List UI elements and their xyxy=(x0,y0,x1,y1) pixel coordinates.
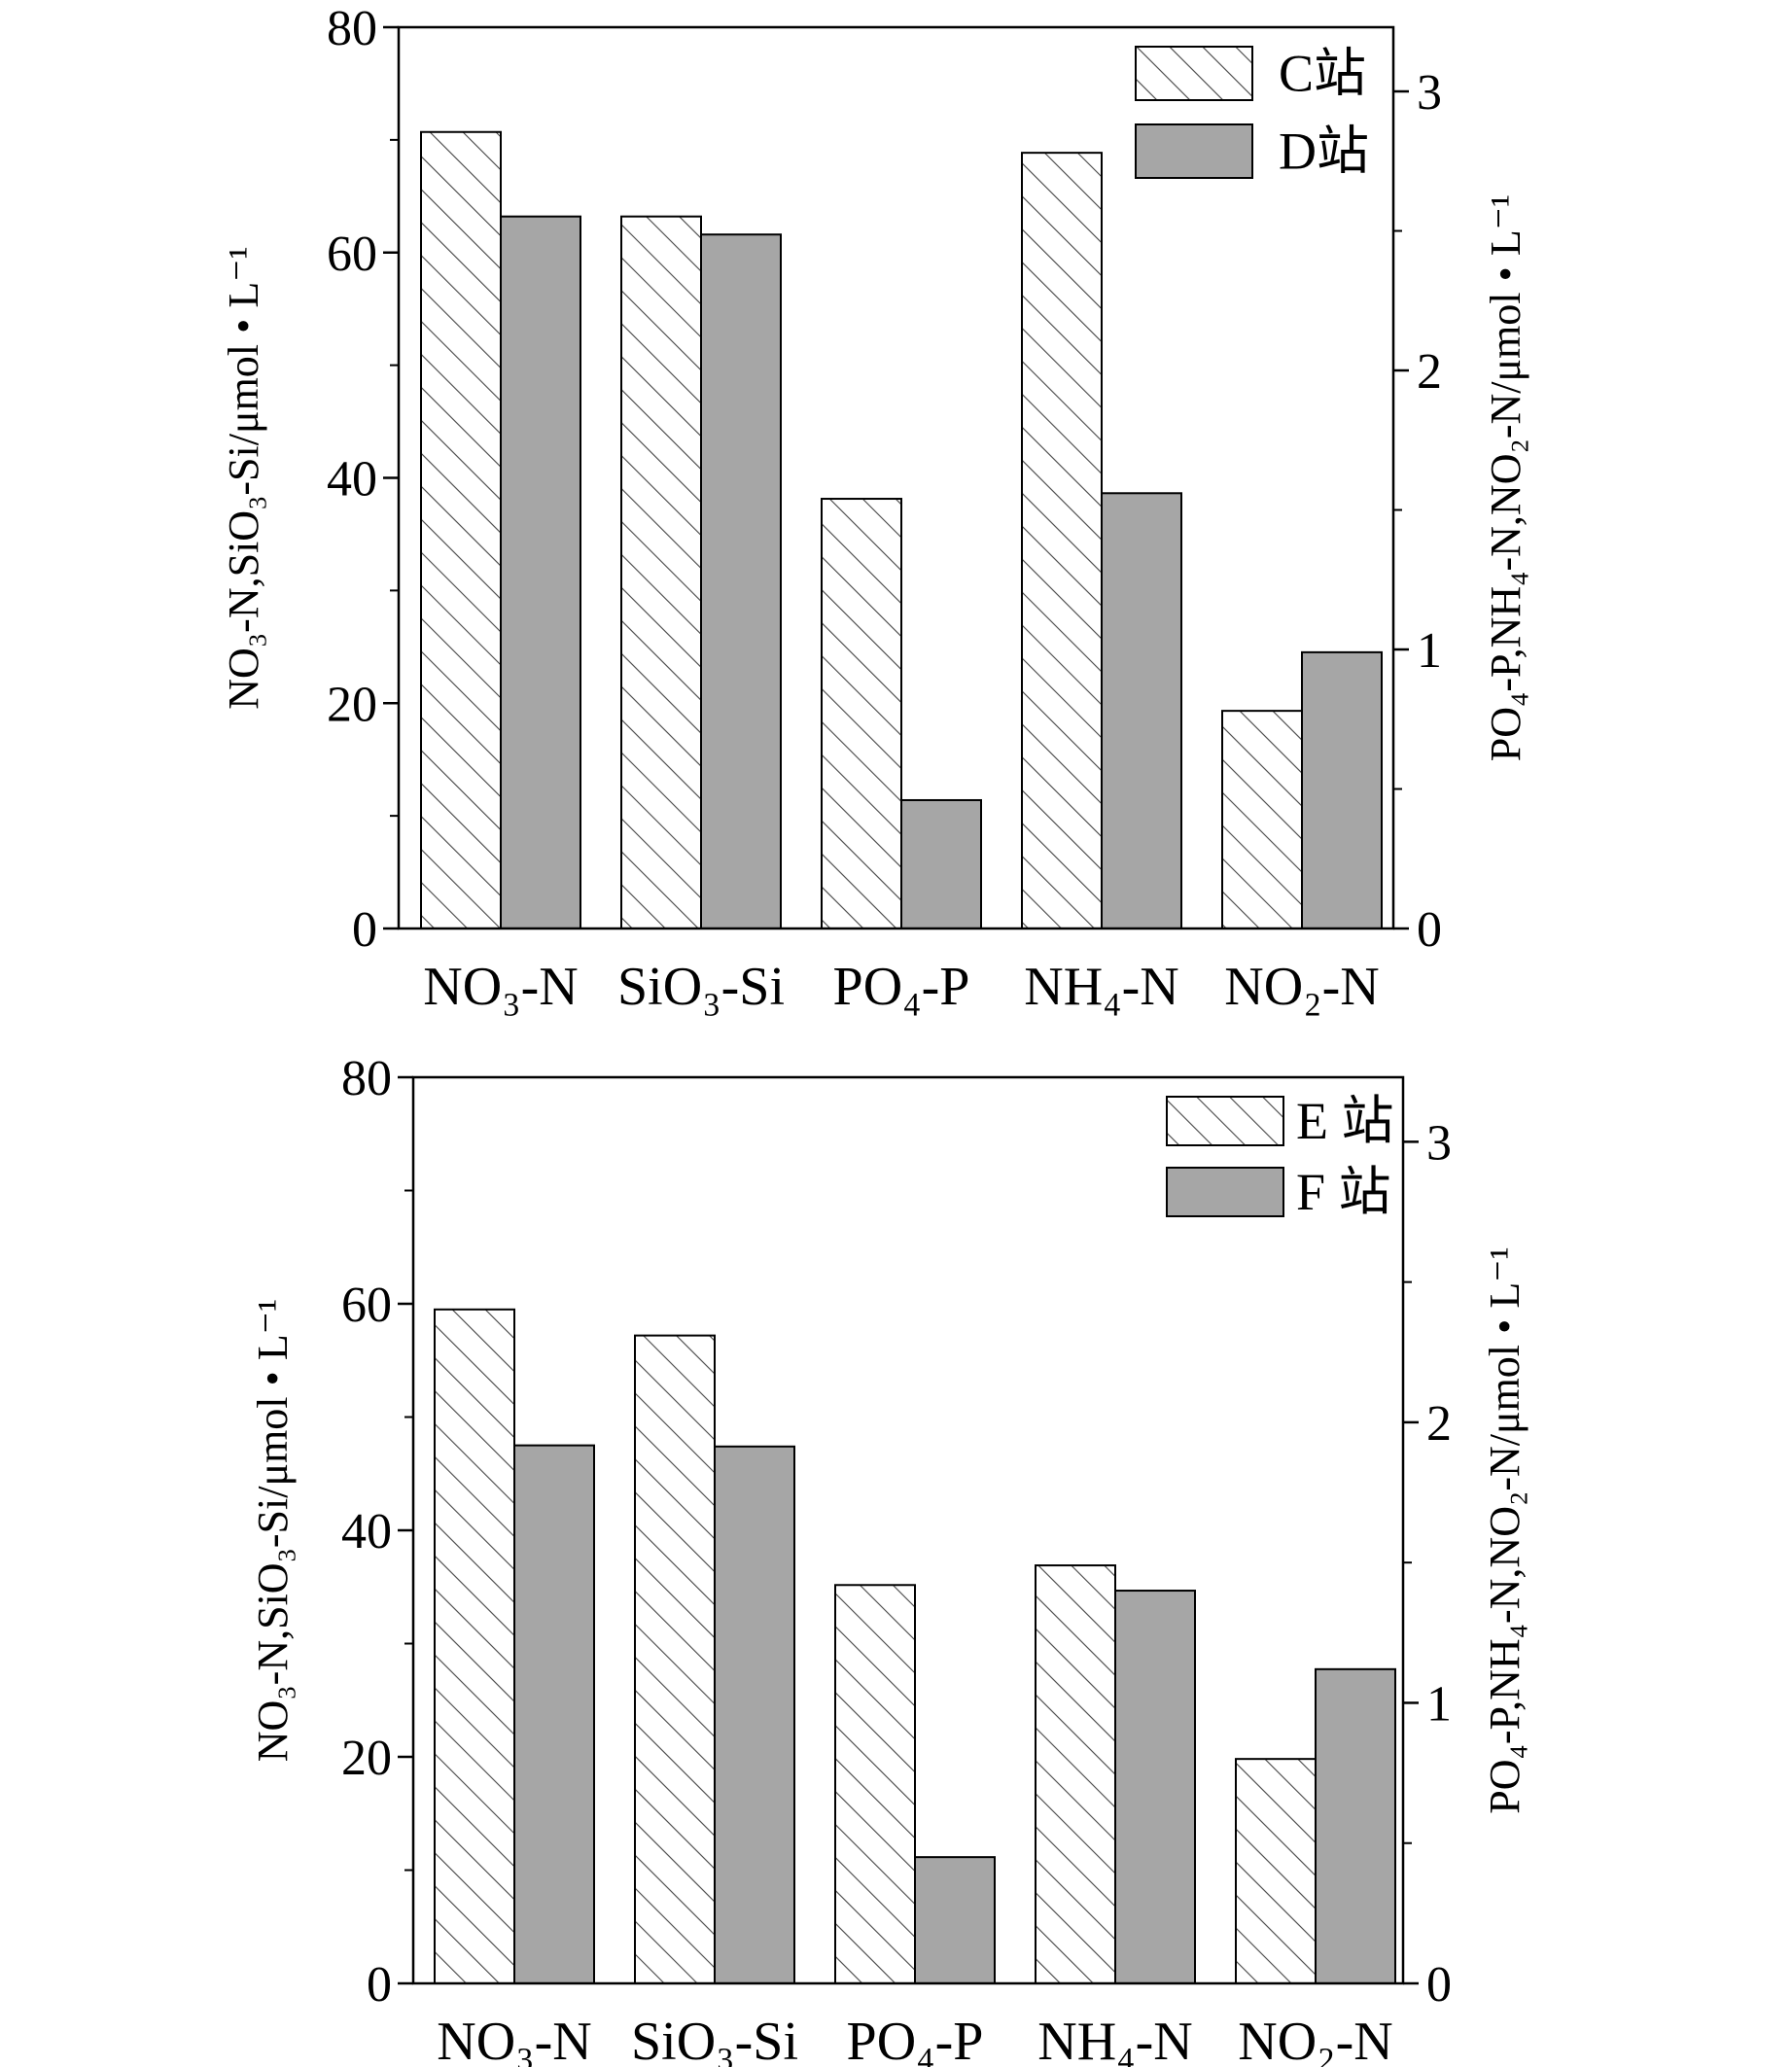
bar-solid-1 xyxy=(714,1445,795,1985)
legend-swatch-hatched xyxy=(1135,46,1253,101)
legend-swatch-hatched xyxy=(1166,1096,1284,1146)
right-tick-label: 3 xyxy=(1426,1115,1452,1171)
bar-hatched-2 xyxy=(834,1584,916,1984)
category-label-3: NH₄-N xyxy=(1037,2012,1193,2067)
bar-hatched-0 xyxy=(434,1308,515,1984)
bar-solid-1 xyxy=(700,233,782,929)
right-tick-label: 2 xyxy=(1426,1396,1452,1452)
top-bar-chart: NO₃-N SiO₃-Si PO₄-P NH₄-N NO₂-N 0 20 40 60 80 0 1 2 3… xyxy=(220,1,1529,1017)
category-label-1: SiO₃-Si xyxy=(617,957,785,1017)
left-axis-title: NO₃-N,SiO₃-Si/μmol • L⁻¹ xyxy=(249,1299,297,1762)
left-tick-label: 80 xyxy=(341,1051,392,1106)
category-label-2: PO₄-P xyxy=(833,957,970,1017)
legend-swatch-solid xyxy=(1135,123,1253,179)
right-tick-label: 1 xyxy=(1417,623,1442,679)
bar-solid-3 xyxy=(1101,492,1182,929)
bar-hatched-1 xyxy=(634,1334,716,1984)
left-tick-label: 40 xyxy=(341,1504,392,1559)
right-tick-label: 0 xyxy=(1417,902,1442,958)
bar-hatched-4 xyxy=(1221,710,1303,929)
bar-hatched-2 xyxy=(821,498,902,929)
left-tick-label: 60 xyxy=(327,227,377,282)
right-tick-label: 0 xyxy=(1426,1957,1452,2013)
bar-solid-0 xyxy=(513,1444,595,1984)
legend-label-hatched: C站 xyxy=(1279,45,1366,103)
left-tick-label: 0 xyxy=(367,1957,392,2013)
right-tick-label: 1 xyxy=(1426,1676,1452,1732)
left-tick-label: 80 xyxy=(327,1,377,56)
category-label-3: NH₄-N xyxy=(1024,957,1179,1017)
category-label-4: NO₂-N xyxy=(1224,957,1380,1017)
left-tick-label: 20 xyxy=(341,1731,392,1786)
category-label-0: NO₃-N xyxy=(423,957,579,1017)
category-label-4: NO₂-N xyxy=(1238,2012,1393,2067)
right-tick-label: 3 xyxy=(1417,65,1442,121)
bar-hatched-1 xyxy=(620,215,702,930)
right-tick-label: 2 xyxy=(1417,344,1442,400)
bar-hatched-3 xyxy=(1021,152,1103,929)
bottom-bar-chart: NO₃-N SiO₃-Si PO₄-P NH₄-N NO₂-N 0 20 40 60 80 0 1 2 3… xyxy=(249,1051,1528,2067)
bar-solid-0 xyxy=(500,215,581,930)
bar-hatched-0 xyxy=(420,130,502,930)
bar-hatched-4 xyxy=(1235,1758,1317,1984)
legend-swatch-solid xyxy=(1166,1167,1284,1217)
category-label-2: PO₄-P xyxy=(847,2012,984,2067)
bar-solid-4 xyxy=(1315,1667,1396,1984)
left-axis-title: NO₃-N,SiO₃-Si/μmol • L⁻¹ xyxy=(220,246,267,709)
left-tick-label: 0 xyxy=(352,902,377,958)
bar-solid-2 xyxy=(900,798,982,930)
legend-label-solid: D站 xyxy=(1279,123,1369,181)
right-axis-title: PO₄-P,NH₄-N,NO₂-N/μmol • L⁻¹ xyxy=(1481,1246,1528,1813)
legend-label-hatched: E 站 xyxy=(1296,1092,1394,1150)
bar-solid-2 xyxy=(914,1856,996,1984)
left-tick-label: 20 xyxy=(327,677,377,732)
right-axis-title: PO₄-P,NH₄-N,NO₂-N/μmol • L⁻¹ xyxy=(1482,194,1529,761)
bar-solid-3 xyxy=(1114,1590,1196,1984)
left-tick-label: 60 xyxy=(341,1278,392,1333)
category-label-0: NO₃-N xyxy=(437,2012,592,2067)
bar-hatched-3 xyxy=(1035,1564,1116,1984)
bar-solid-4 xyxy=(1301,650,1383,929)
legend-label-solid: F 站 xyxy=(1296,1163,1391,1221)
category-label-1: SiO₃-Si xyxy=(631,2012,798,2067)
left-tick-label: 40 xyxy=(327,452,377,508)
